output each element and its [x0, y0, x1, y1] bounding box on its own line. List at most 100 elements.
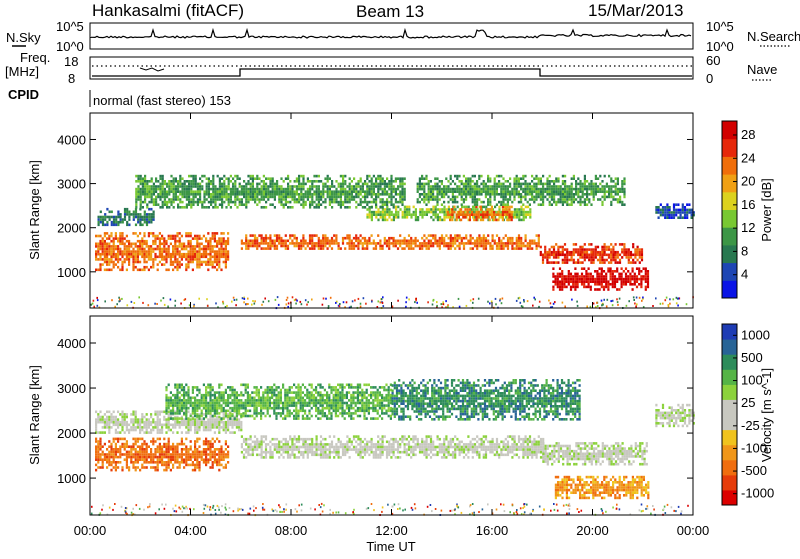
echo-cell: [557, 251, 559, 254]
echo-cell: [508, 208, 510, 211]
echo-cell: [276, 188, 278, 191]
echo-cell: [406, 206, 408, 209]
echo-cell: [267, 242, 269, 245]
echo-cell: [121, 411, 123, 414]
noise-cell: [339, 305, 341, 307]
echo-cell: [283, 203, 285, 206]
echo-cell: [390, 196, 392, 199]
echo-cell: [190, 245, 192, 248]
echo-cell: [97, 243, 99, 246]
echo-cell: [181, 461, 183, 464]
echo-cell: [573, 259, 575, 262]
echo-cell: [494, 183, 496, 186]
echo-cell: [465, 196, 467, 199]
echo-cell: [619, 188, 621, 191]
echo-cell: [614, 286, 616, 289]
echo-cell: [551, 188, 553, 191]
echo-cell: [163, 451, 165, 454]
echo-cell: [322, 190, 324, 193]
echo-cell: [469, 183, 471, 186]
echo-cell: [669, 211, 671, 214]
echo-cell: [535, 175, 537, 178]
echo-cell: [351, 188, 353, 191]
echo-cell: [164, 188, 166, 191]
echo-cell: [168, 421, 170, 424]
echo-cell: [324, 190, 326, 193]
echo-cell: [443, 242, 445, 245]
echo-cell: [209, 237, 211, 240]
echo-cell: [172, 466, 174, 469]
echo-cell: [247, 196, 249, 199]
echo-cell: [165, 426, 167, 429]
echo-cell: [386, 203, 388, 206]
echo-cell: [146, 451, 148, 454]
echo-cell: [606, 246, 608, 249]
echo-cell: [126, 235, 128, 238]
echo-cell: [623, 248, 625, 251]
echo-cell: [675, 211, 677, 214]
echo-cell: [218, 453, 220, 456]
echo-cell: [574, 273, 576, 276]
echo-cell: [108, 250, 110, 253]
echo-cell: [395, 245, 397, 248]
echo-cell: [267, 177, 269, 180]
echo-cell: [287, 185, 289, 188]
echo-cell: [218, 248, 220, 251]
echo-cell: [397, 177, 399, 180]
echo-cell: [549, 180, 551, 183]
echo-cell: [518, 247, 520, 250]
echo-cell: [102, 221, 104, 224]
echo-cell: [298, 183, 300, 186]
echo-cell: [318, 247, 320, 250]
echo-cell: [599, 256, 601, 259]
echo-cell: [379, 183, 381, 186]
echo-cell: [113, 218, 115, 221]
echo-cell: [121, 426, 123, 429]
echo-cell: [393, 245, 395, 248]
echo-cell: [393, 188, 395, 191]
echo-cell: [174, 258, 176, 261]
echo-cell: [513, 183, 515, 186]
echo-cell: [192, 250, 194, 253]
echo-cell: [181, 263, 183, 266]
echo-cell: [197, 188, 199, 191]
echo-cell: [165, 453, 167, 456]
echo-cell: [342, 177, 344, 180]
echo-cell: [272, 177, 274, 180]
echo-cell: [360, 193, 362, 196]
echo-cell: [261, 206, 263, 209]
echo-cell: [375, 211, 377, 214]
echo-cell: [227, 250, 229, 253]
echo-cell: [311, 237, 313, 240]
echo-cell: [221, 201, 223, 204]
echo-cell: [360, 190, 362, 193]
echo-cell: [104, 443, 106, 446]
echo-cell: [632, 246, 634, 249]
echo-cell: [688, 209, 690, 212]
echo-cell: [97, 451, 99, 454]
echo-cell: [187, 235, 189, 238]
echo-cell: [187, 245, 189, 248]
echo-cell: [220, 451, 222, 454]
echo-cell: [124, 445, 126, 448]
echo-cell: [102, 237, 104, 240]
echo-cell: [230, 196, 232, 199]
echo-cell: [144, 177, 146, 180]
echo-cell: [121, 261, 123, 264]
echo-cell: [486, 213, 488, 216]
echo-cell: [518, 211, 520, 214]
echo-cell: [188, 196, 190, 199]
echo-cell: [164, 198, 166, 201]
echo-cell: [124, 448, 126, 451]
echo-cell: [230, 198, 232, 201]
echo-cell: [113, 253, 115, 256]
echo-cell: [157, 448, 159, 451]
echo-cell: [500, 213, 502, 216]
echo-cell: [148, 235, 150, 238]
echo-cell: [256, 247, 258, 250]
echo-cell: [163, 424, 165, 427]
echo-cell: [564, 198, 566, 201]
echo-cell: [126, 466, 128, 469]
echo-cell: [546, 177, 548, 180]
noise-cell: [596, 302, 598, 304]
